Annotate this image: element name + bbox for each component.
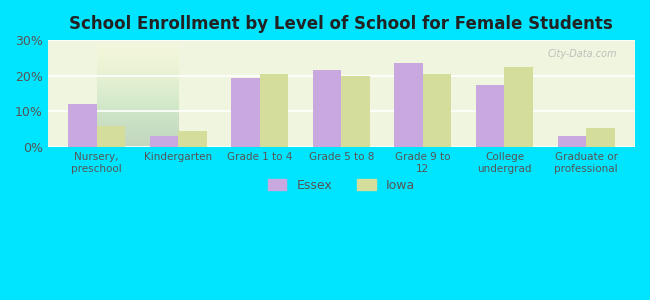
Bar [423, 74, 452, 147]
Bar [558, 136, 586, 147]
Bar [586, 128, 615, 147]
Bar [260, 74, 289, 147]
Title: School Enrollment by Level of School for Female Students: School Enrollment by Level of School for… [70, 15, 613, 33]
Bar [231, 78, 260, 147]
Bar [150, 136, 178, 147]
Legend: Essex, Iowa: Essex, Iowa [263, 173, 420, 196]
Bar [504, 67, 533, 147]
Bar [313, 70, 341, 147]
Bar [68, 104, 97, 147]
Bar [178, 131, 207, 147]
Bar [476, 85, 504, 147]
Bar [97, 126, 125, 147]
Bar [341, 76, 370, 147]
Bar [395, 63, 423, 147]
Text: City-Data.com: City-Data.com [548, 49, 617, 59]
